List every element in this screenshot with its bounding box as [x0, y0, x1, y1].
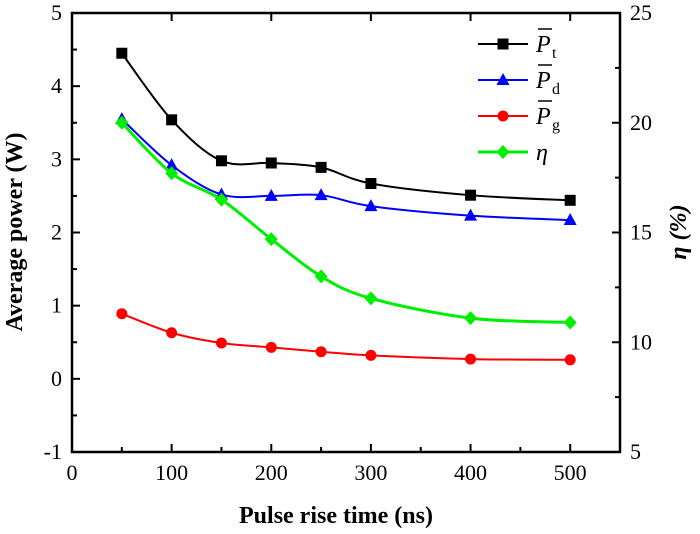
y-tick-label: 2 [51, 220, 62, 245]
y-tick-label: 5 [51, 0, 62, 25]
data-point [116, 308, 128, 320]
y2-tick-label: 20 [630, 110, 652, 135]
data-point [264, 188, 278, 201]
y-tick-label: 3 [51, 146, 62, 171]
data-point [214, 192, 228, 207]
data-point [314, 188, 328, 201]
y2-axis-label: η (%) [666, 204, 692, 259]
data-point [465, 189, 477, 201]
legend-marker [496, 145, 510, 159]
data-point [165, 166, 179, 181]
data-point [564, 194, 576, 206]
data-point [314, 269, 328, 284]
legend-marker [496, 73, 510, 85]
data-point [364, 199, 378, 212]
y2-tick-label: 5 [630, 439, 641, 464]
data-point [215, 337, 227, 349]
data-point [563, 315, 577, 330]
legend-label: P [535, 32, 551, 58]
x-tick-label: 500 [554, 460, 587, 485]
x-axis-label: Pulse rise time (ns) [239, 503, 433, 529]
y-tick-label: 4 [51, 73, 62, 98]
data-point [315, 161, 327, 173]
data-point [265, 341, 277, 353]
legend-subscript: t [552, 45, 557, 62]
y-tick-label: -1 [44, 439, 62, 464]
data-point [315, 346, 327, 358]
legend-subscript: g [552, 117, 560, 134]
y2-tick-label: 25 [630, 0, 652, 25]
series-3 [115, 115, 577, 330]
data-point [264, 232, 278, 247]
data-point [464, 208, 478, 221]
x-tick-label: 400 [454, 460, 487, 485]
data-point [563, 213, 577, 226]
x-tick-label: 0 [67, 460, 78, 485]
data-point [215, 155, 227, 167]
x-tick-label: 100 [155, 460, 188, 485]
data-point [365, 349, 377, 361]
data-point [465, 353, 477, 365]
y-tick-label: 1 [51, 293, 62, 318]
series-0 [116, 47, 576, 206]
y-axis-label: Average power (W) [2, 132, 28, 331]
x-tick-label: 300 [354, 460, 387, 485]
legend-label: P [535, 68, 551, 94]
y-tick-label: 0 [51, 366, 62, 391]
series-line [121, 118, 571, 222]
y2-tick-label: 15 [630, 220, 652, 245]
data-point [364, 291, 378, 306]
data-point [166, 327, 178, 339]
data-point [116, 47, 128, 59]
legend-label: η [536, 140, 548, 166]
data-point [115, 115, 129, 130]
y2-tick-label: 10 [630, 329, 652, 354]
data-point [464, 311, 478, 326]
data-point [165, 158, 179, 171]
data-point [166, 114, 178, 126]
legend-subscript: d [552, 81, 560, 98]
data-point [564, 354, 576, 366]
series-1 [115, 112, 577, 226]
data-point [365, 177, 377, 189]
x-tick-label: 200 [255, 460, 288, 485]
legend-label: P [535, 104, 551, 130]
legend-marker [497, 38, 509, 50]
legend-marker [497, 110, 509, 122]
series-2 [116, 308, 576, 366]
data-point [265, 157, 277, 169]
